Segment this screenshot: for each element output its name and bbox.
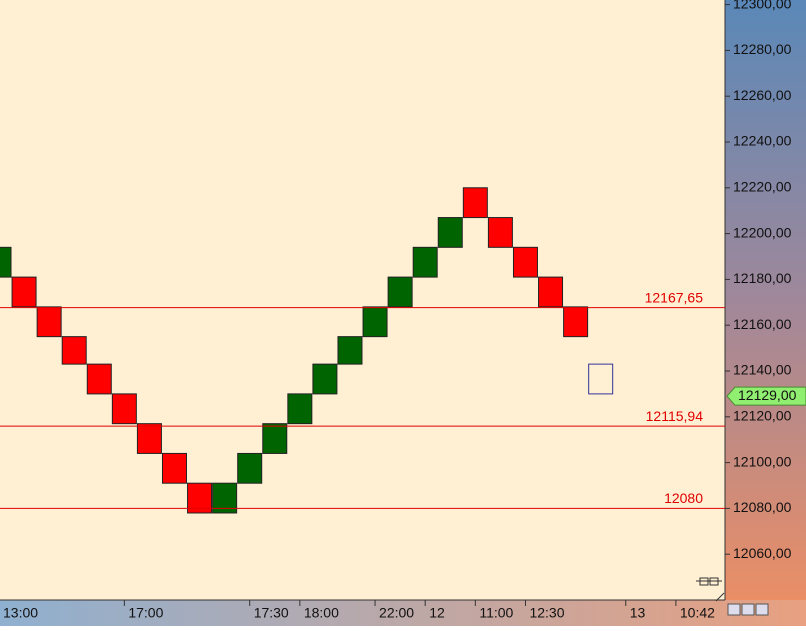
y-tick-label: 12140,00 bbox=[733, 362, 792, 378]
y-tick-label: 12240,00 bbox=[733, 133, 792, 149]
x-tick-label: 12 bbox=[429, 605, 445, 621]
y-tick-label: 12080,00 bbox=[733, 499, 792, 515]
link-icon[interactable] bbox=[696, 577, 722, 586]
renko-brick bbox=[588, 363, 614, 395]
y-tick-label: 12260,00 bbox=[733, 87, 792, 103]
y-tick-label: 12300,00 bbox=[733, 0, 792, 11]
renko-brick bbox=[61, 336, 87, 365]
renko-brick bbox=[161, 452, 187, 484]
renko-brick bbox=[0, 246, 12, 278]
x-tick-label: 22:00 bbox=[379, 605, 414, 621]
y-tick-label: 12100,00 bbox=[733, 453, 792, 469]
renko-brick bbox=[287, 393, 313, 425]
renko-brick bbox=[437, 217, 463, 248]
renko-brick bbox=[136, 423, 162, 454]
y-tick-label: 12060,00 bbox=[733, 545, 792, 561]
renko-brick bbox=[412, 246, 438, 278]
y-tick-label: 12160,00 bbox=[733, 316, 792, 332]
plot-area bbox=[0, 0, 725, 600]
y-tick-label: 12180,00 bbox=[733, 270, 792, 286]
renko-brick bbox=[36, 306, 62, 338]
renko-brick bbox=[337, 336, 363, 365]
x-tick-label: 13 bbox=[630, 605, 646, 621]
renko-brick bbox=[462, 187, 488, 219]
renko-brick bbox=[11, 276, 37, 308]
y-axis-panel bbox=[725, 0, 806, 600]
renko-brick bbox=[512, 246, 538, 278]
x-tick-label: 17:30 bbox=[254, 605, 289, 621]
x-tick-label: 11:00 bbox=[479, 605, 513, 621]
renko-brick bbox=[312, 363, 338, 395]
level-label: 12167,65 bbox=[645, 289, 704, 305]
x-tick-label: 17:00 bbox=[128, 605, 163, 621]
x-tick-label: 18:00 bbox=[304, 605, 339, 621]
x-tick-label: 12:30 bbox=[529, 605, 564, 621]
price-tag-label: 12129,00 bbox=[738, 387, 797, 403]
y-tick-label: 12280,00 bbox=[733, 41, 792, 57]
y-tick-label: 12200,00 bbox=[733, 224, 792, 240]
renko-brick bbox=[111, 393, 137, 425]
x-tick-label: 13:00 bbox=[3, 605, 38, 621]
renko-brick bbox=[487, 217, 513, 248]
renko-brick bbox=[237, 452, 263, 484]
resize-grip[interactable] bbox=[715, 592, 725, 602]
scroll-icons[interactable] bbox=[727, 603, 769, 616]
renko-brick bbox=[362, 306, 388, 338]
price-tag bbox=[726, 386, 806, 406]
y-tick-label: 12220,00 bbox=[733, 178, 792, 194]
level-label: 12080 bbox=[664, 490, 703, 506]
renko-brick bbox=[563, 306, 589, 338]
renko-brick bbox=[86, 363, 112, 395]
y-tick-label: 12120,00 bbox=[733, 407, 792, 423]
level-label: 12115,94 bbox=[646, 408, 704, 424]
renko-brick bbox=[387, 276, 413, 308]
x-tick-label: 10:42 bbox=[680, 605, 715, 621]
renko-brick bbox=[538, 276, 564, 308]
renko-brick bbox=[262, 423, 288, 454]
x-axis-panel bbox=[0, 600, 806, 626]
